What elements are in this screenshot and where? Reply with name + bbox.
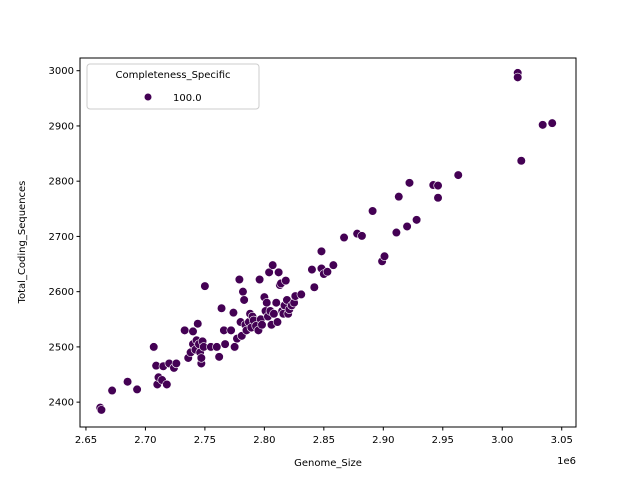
- data-point: [307, 264, 317, 275]
- x-tick-label: 2.90: [372, 435, 394, 446]
- data-point: [216, 303, 227, 313]
- data-point: [214, 352, 224, 362]
- data-point: [107, 385, 117, 396]
- data-point: [271, 298, 281, 308]
- y-tick-label: 2900: [49, 121, 74, 132]
- x-tick-label: 2.80: [253, 435, 275, 446]
- x-tick-label: 2.65: [75, 435, 97, 446]
- x-axis-ticks: 2.65 2.70 2.75 2.80 2.85 2.90 2.95 3.00 3.05: [75, 427, 573, 446]
- data-point: [239, 295, 249, 305]
- data-point: [238, 287, 248, 297]
- data-point: [538, 120, 548, 130]
- x-axis-label: Genome_Size: [294, 458, 362, 469]
- data-point: [96, 405, 107, 415]
- data-point: [171, 358, 181, 369]
- y-tick-label: 3000: [49, 66, 74, 77]
- data-point: [262, 298, 272, 308]
- x-tick-label: 2.70: [134, 435, 156, 446]
- data-point: [281, 276, 291, 286]
- data-point: [339, 232, 349, 243]
- data-point: [368, 206, 378, 216]
- data-point: [162, 379, 172, 390]
- data-point: [296, 289, 306, 300]
- data-point: [226, 325, 236, 335]
- data-point: [193, 319, 203, 329]
- data-point: [269, 309, 279, 319]
- data-point: [122, 377, 133, 387]
- data-point: [516, 156, 526, 166]
- data-point: [404, 178, 415, 188]
- y-axis-label: Total_Coding_Sequences: [17, 181, 28, 305]
- data-point: [268, 260, 278, 270]
- legend-title: Completeness_Specific: [115, 70, 230, 81]
- data-point: [316, 246, 327, 256]
- data-point: [230, 342, 240, 352]
- data-point: [132, 384, 142, 395]
- data-point: [228, 308, 239, 318]
- y-tick-label: 2800: [49, 177, 74, 188]
- data-point: [149, 342, 159, 352]
- data-point: [391, 227, 401, 238]
- data-point: [180, 325, 190, 335]
- y-tick-label: 2500: [49, 342, 74, 353]
- data-point: [200, 281, 210, 291]
- data-point: [196, 353, 206, 363]
- legend: Completeness_Specific 100.0: [86, 63, 260, 110]
- data-point: [394, 192, 404, 202]
- data-point: [272, 317, 283, 327]
- data-point: [433, 181, 443, 191]
- data-point: [379, 251, 390, 261]
- data-point: [257, 320, 267, 330]
- data-point: [357, 231, 367, 241]
- data-point: [220, 339, 230, 349]
- data-point: [322, 267, 333, 277]
- data-point: [255, 274, 265, 285]
- x-tick-label: 3.00: [491, 435, 513, 446]
- data-point: [513, 72, 523, 82]
- data-point: [274, 267, 284, 277]
- data-point: [433, 193, 443, 203]
- x-axis-offset-label: 1e6: [557, 456, 576, 467]
- data-point: [234, 274, 244, 285]
- data-point: [212, 342, 222, 352]
- x-tick-label: 2.75: [194, 435, 216, 446]
- legend-entry-label: 100.0: [173, 93, 202, 104]
- legend-marker-icon: [144, 93, 152, 101]
- data-point: [309, 282, 319, 292]
- data-point: [453, 170, 463, 180]
- y-tick-label: 2600: [49, 287, 74, 298]
- plot-frame: [79, 57, 577, 428]
- x-tick-label: 3.05: [551, 435, 573, 446]
- data-point: [402, 221, 412, 232]
- y-axis-ticks: 2400 2500 2600 2700 2800 2900 3000: [49, 66, 80, 409]
- data-points: [95, 68, 557, 415]
- y-tick-label: 2700: [49, 232, 74, 243]
- x-tick-label: 2.85: [313, 435, 335, 446]
- y-tick-label: 2400: [49, 398, 74, 409]
- x-tick-label: 2.95: [432, 435, 454, 446]
- data-point: [328, 260, 338, 270]
- data-point: [412, 215, 422, 225]
- data-point: [547, 118, 557, 128]
- legend-box: [86, 63, 260, 110]
- data-point: [188, 326, 198, 337]
